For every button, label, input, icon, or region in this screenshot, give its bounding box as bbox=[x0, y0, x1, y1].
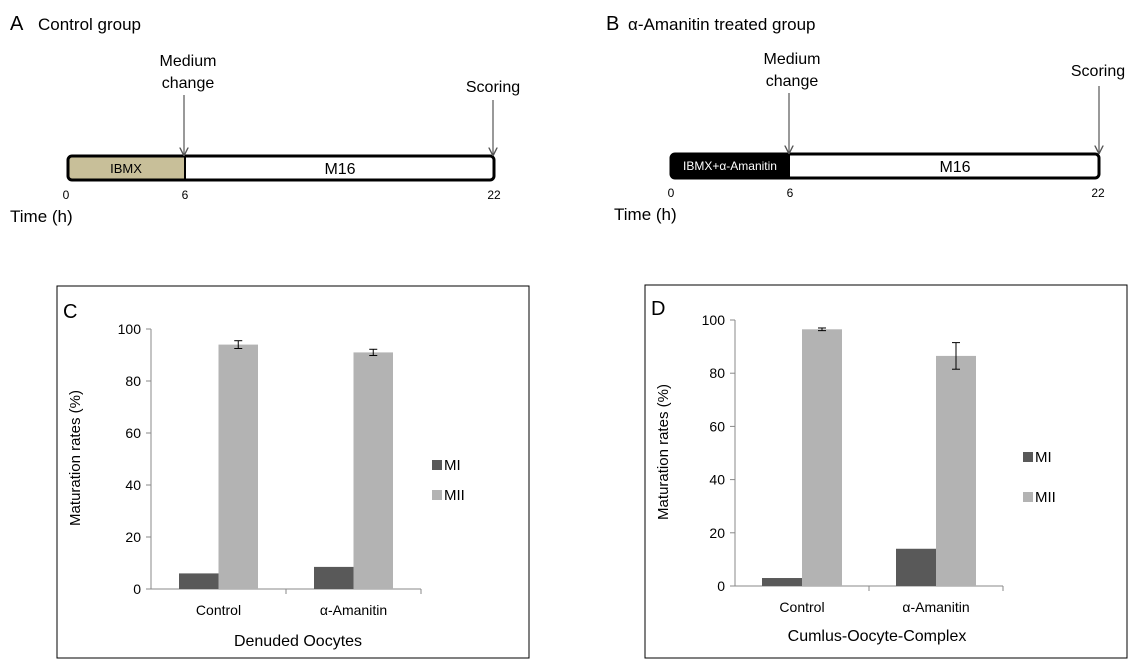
timeline-a-tick-6: 6 bbox=[182, 188, 189, 202]
chart-c-legend-swatch-mii bbox=[432, 490, 442, 500]
chart-c-legend-swatch-mi bbox=[432, 460, 442, 470]
chart-c-frame bbox=[56, 285, 530, 659]
chart-c-ytick-label: 100 bbox=[118, 321, 142, 337]
timeline-a-title: Control group bbox=[38, 15, 141, 34]
chart-c-category-label: α-Amanitin bbox=[320, 602, 387, 618]
chart-c-ytick-label: 80 bbox=[125, 373, 141, 389]
chart-d-ytick-label: 0 bbox=[717, 578, 725, 594]
timeline-b-post-label: M16 bbox=[939, 159, 970, 176]
chart-c-legend-label-mii: MII bbox=[444, 487, 465, 504]
chart-c-bar-mi-1 bbox=[314, 566, 354, 589]
timeline-a-tick-22: 22 bbox=[487, 188, 501, 202]
panel-letter-d: D bbox=[651, 298, 665, 320]
chart-d-legend-swatch-mii bbox=[1023, 492, 1033, 502]
chart-c-bar-mii-0 bbox=[218, 344, 258, 589]
timeline-a-bar-outline bbox=[66, 154, 496, 182]
timeline-b-scoring-label: Scoring bbox=[1071, 63, 1125, 80]
chart-c-ytick-label: 20 bbox=[125, 529, 141, 545]
chart-c-bar-mi-0 bbox=[179, 573, 219, 589]
chart-d-plot: 0 20 40 60 80 100 Control α-Amanitin MI MII bbox=[702, 312, 1056, 615]
chart-c-plot: 0 20 40 60 80 100 Control α-Amanitin MI MII bbox=[118, 321, 465, 618]
timeline-a-medium-change-line1: Medium bbox=[160, 53, 217, 70]
timeline-a-post-label: M16 bbox=[324, 161, 355, 178]
timeline-a-time-axis-label: Time (h) bbox=[10, 207, 73, 226]
panel-letter-c: C bbox=[63, 301, 77, 323]
chart-d-ytick-label: 40 bbox=[709, 472, 725, 488]
chart-d-category-label: α-Amanitin bbox=[902, 599, 969, 615]
chart-d-ytick-label: 20 bbox=[709, 525, 725, 541]
timeline-b: B α-Amanitin treated group IBMX+α-Amanit… bbox=[606, 13, 1125, 224]
timeline-b-tick-6: 6 bbox=[787, 186, 794, 200]
chart-c-legend-label-mi: MI bbox=[444, 457, 461, 474]
chart-d-frame bbox=[644, 284, 1128, 659]
timeline-b-bar-outline bbox=[669, 152, 1101, 180]
chart-d-legend-label-mii: MII bbox=[1035, 489, 1056, 506]
timeline-a-medium-change-line2: change bbox=[162, 75, 215, 92]
chart-d-xlabel: Cumlus-Oocyte-Complex bbox=[788, 628, 967, 645]
chart-d-bar-mi-1 bbox=[896, 548, 936, 586]
chart-c-ytick-label: 0 bbox=[133, 581, 141, 597]
timeline-b-title: α-Amanitin treated group bbox=[628, 15, 815, 34]
chart-c-category-label: Control bbox=[196, 602, 241, 618]
chart-d-legend-label-mi: MI bbox=[1035, 449, 1052, 466]
timeline-b-time-axis-label: Time (h) bbox=[614, 205, 677, 224]
timeline-b-pre-label: IBMX+α-Amanitin bbox=[683, 159, 777, 173]
timeline-b-tick-22: 22 bbox=[1091, 186, 1105, 200]
chart-c-ytick-label: 40 bbox=[125, 477, 141, 493]
timeline-a-tick-0: 0 bbox=[63, 188, 70, 202]
chart-c-ytick-label: 60 bbox=[125, 425, 141, 441]
chart-d-ytick-label: 80 bbox=[709, 365, 725, 381]
chart-d-bar-mii-1 bbox=[936, 355, 976, 586]
chart-d-category-label: Control bbox=[779, 599, 824, 615]
timeline-a-scoring-label: Scoring bbox=[466, 79, 520, 96]
chart-c-xlabel: Denuded Oocytes bbox=[234, 633, 362, 650]
chart-d-bar-mi-0 bbox=[762, 578, 802, 586]
chart-d-legend-swatch-mi bbox=[1023, 452, 1033, 462]
timeline-a-pre-bar bbox=[68, 156, 185, 180]
chart-c: C Maturation rates (%) Denuded Oocytes 0… bbox=[56, 285, 530, 659]
chart-c-ylabel: Maturation rates (%) bbox=[67, 390, 84, 526]
timeline-b-medium-change-line1: Medium bbox=[764, 51, 821, 68]
chart-d-ytick-label: 60 bbox=[709, 418, 725, 434]
chart-c-bar-mii-1 bbox=[353, 352, 393, 589]
timeline-a: A Control group IBMX M16 Medium change S… bbox=[10, 13, 520, 226]
chart-d-ylabel: Maturation rates (%) bbox=[655, 384, 672, 520]
timeline-b-medium-change-line2: change bbox=[766, 73, 819, 90]
chart-d-bar-mii-0 bbox=[802, 329, 842, 586]
panel-letter-b: B bbox=[606, 13, 619, 35]
timeline-a-pre-label: IBMX bbox=[110, 161, 142, 176]
chart-d-ytick-label: 100 bbox=[702, 312, 726, 328]
timeline-b-tick-0: 0 bbox=[668, 186, 675, 200]
timeline-b-pre-bar bbox=[671, 154, 789, 178]
chart-d: D Maturation rates (%) Cumlus-Oocyte-Com… bbox=[644, 284, 1128, 659]
panel-letter-a: A bbox=[10, 13, 24, 35]
